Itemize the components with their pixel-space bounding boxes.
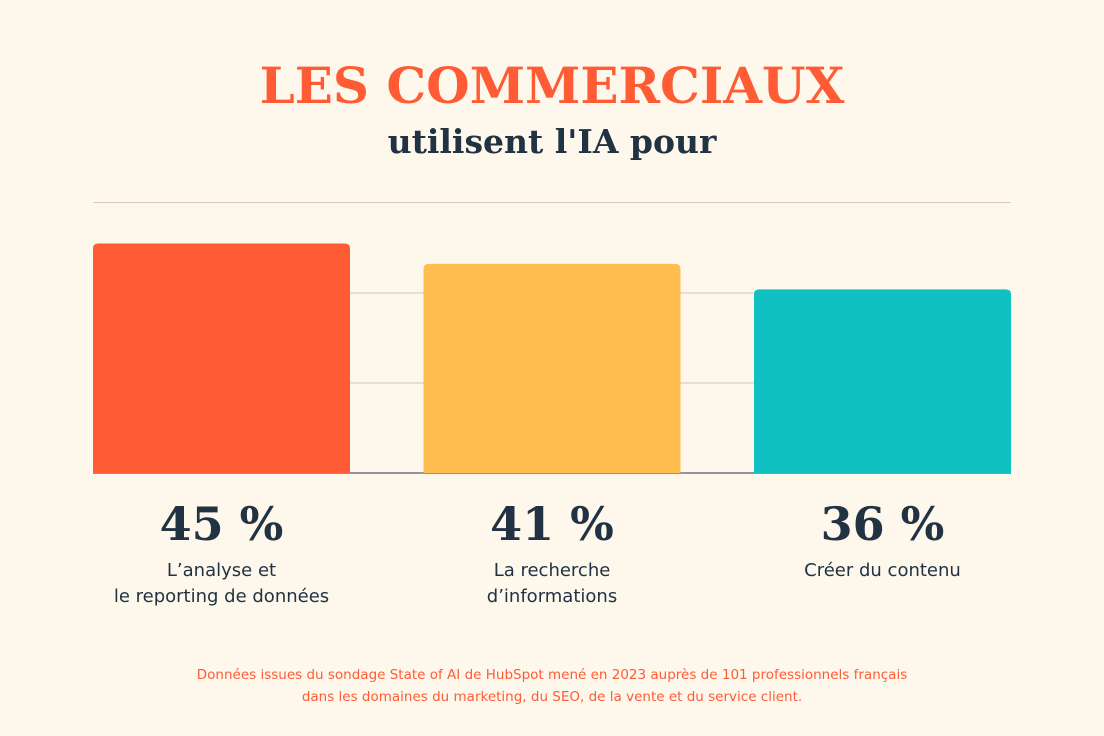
bar-1 xyxy=(93,243,350,473)
value-label-3: 36 % xyxy=(821,497,945,551)
bar-group-2: 41 % La recherche d’informations xyxy=(423,263,681,607)
footnote-line-1: Données issues du sondage State of AI de… xyxy=(196,667,908,683)
chart-title: LES COMMERCIAUX xyxy=(259,56,845,115)
footnote: Données issues du sondage State of AI de… xyxy=(0,664,1104,708)
bar-2 xyxy=(423,263,681,473)
category-label-2-line-2: d’informations xyxy=(487,586,617,607)
title-divider xyxy=(93,202,1011,203)
category-label-2-line-1: La recherche xyxy=(494,560,611,581)
footnote-line-2: dans les domaines du marketing, du SEO, … xyxy=(301,689,803,705)
chart-subtitle: utilisent l'IA pour xyxy=(387,122,717,161)
category-label-1-line-1: L’analyse et xyxy=(167,560,276,581)
bar-group-3: 36 % Créer du contenu xyxy=(754,289,1011,581)
bar-3 xyxy=(754,289,1011,473)
category-label-3-line-1: Créer du contenu xyxy=(804,560,961,581)
category-label-1-line-2: le reporting de données xyxy=(114,586,329,607)
bar-group-1: 45 % L’analyse et le reporting de données xyxy=(93,243,350,607)
value-label-1: 45 % xyxy=(160,497,284,551)
value-label-2: 41 % xyxy=(490,497,614,551)
